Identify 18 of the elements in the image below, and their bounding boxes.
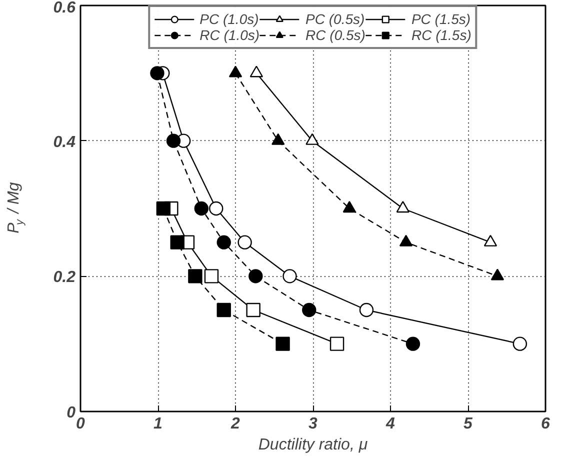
x-tick-label: 5 — [464, 416, 474, 432]
legend-label: PC (1.5s) — [411, 11, 471, 27]
y-tick-label: 0 — [66, 404, 76, 422]
y-tick-label: 0.6 — [53, 0, 76, 16]
x-tick-label: 3 — [308, 416, 318, 432]
legend-label: RC (1.0s) — [200, 27, 260, 43]
x-axis-title: Ductility ratio, μ — [258, 436, 368, 454]
y-tick-label: 0.4 — [53, 134, 76, 151]
legend-label: RC (0.5s) — [306, 27, 366, 43]
x-tick-label: 1 — [154, 416, 163, 432]
x-tick-label: 4 — [385, 416, 396, 432]
y-tick-label: 0.2 — [53, 269, 76, 286]
legend-label: RC (1.5s) — [411, 27, 472, 43]
y-axis-title: Py / Mg — [6, 182, 26, 234]
legend-label: PC (1.0s) — [200, 11, 259, 27]
x-tick-label: 2 — [230, 416, 240, 432]
x-tick-label: 6 — [541, 416, 550, 432]
legend-label: PC (0.5s) — [306, 11, 365, 27]
